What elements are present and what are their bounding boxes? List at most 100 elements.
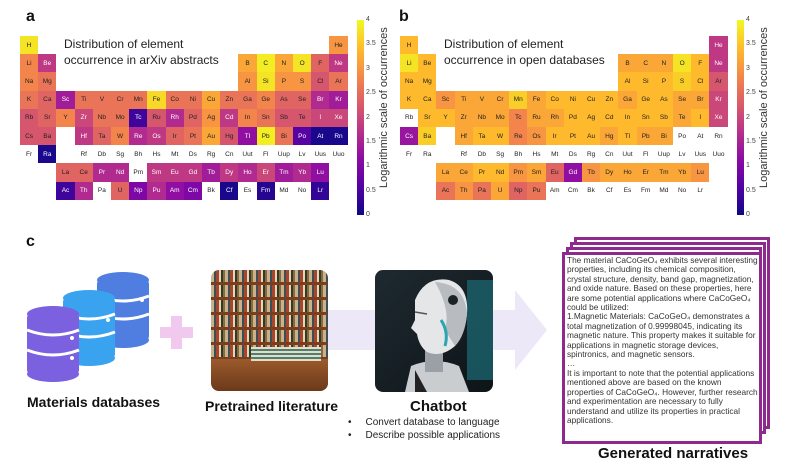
element-cell-os: Os [527, 127, 546, 146]
element-cell-sc: Sc [56, 90, 75, 109]
element-cell-rn: Rn [714, 132, 723, 140]
element-cell-pt: Pt [183, 127, 202, 146]
element-cell-es: Es [243, 187, 252, 195]
element-cell-ir: Ir [545, 127, 564, 146]
panel-a-title-line1: Distribution of element [64, 37, 184, 51]
element-cell-ac: Ac [56, 181, 75, 200]
panel-b-title: Distribution of element occurrence in op… [444, 36, 605, 68]
element-cell-zn: Zn [220, 90, 239, 109]
element-cell-rf: Rf [80, 150, 87, 158]
colorbar-a [357, 20, 364, 215]
element-cell-ti: Ti [74, 90, 93, 109]
element-cell-bh: Bh [514, 150, 523, 158]
element-cell-gd: Gd [563, 163, 582, 182]
element-cell-eu: Eu [165, 163, 184, 182]
element-cell-al: Al [618, 72, 637, 91]
element-cell-be: Be [38, 54, 57, 73]
element-cell-tl: Tl [238, 127, 257, 146]
element-cell-ga: Ga [618, 90, 637, 109]
element-cell-cu: Cu [582, 90, 601, 109]
element-cell-cs: Cs [20, 127, 39, 146]
element-cell-at: At [697, 132, 704, 140]
element-cell-ra: Ra [423, 150, 432, 158]
colorbar-tick: 3.5 [366, 40, 376, 48]
element-cell-ca: Ca [418, 90, 437, 109]
element-cell-ce: Ce [74, 163, 93, 182]
colorbar-tick: 0 [746, 211, 750, 218]
element-cell-cr: Cr [491, 90, 510, 109]
element-cell-ar: Ar [709, 72, 728, 91]
panel-a-title: Distribution of element occurrence in ar… [64, 36, 219, 68]
colorbar-b [737, 20, 744, 215]
colorbar-tick: 0.5 [366, 186, 376, 194]
element-cell-rg: Rg [586, 150, 596, 158]
element-cell-te: Te [293, 108, 312, 127]
element-cell-zn: Zn [600, 90, 619, 109]
element-cell-pr: Pr [92, 163, 111, 182]
element-cell-gd: Gd [183, 163, 202, 182]
element-cell-ac: Ac [436, 181, 455, 200]
element-cell-au: Au [582, 127, 601, 146]
element-cell-mt: Mt [551, 150, 559, 158]
chatbot-bullet-1: • Convert database to language [348, 417, 500, 428]
element-cell-k: K [400, 90, 419, 109]
colorbar-tick: 0.5 [746, 186, 756, 194]
element-cell-hf: Hf [74, 127, 93, 146]
element-cell-kr: Kr [329, 90, 348, 109]
element-cell-pu: Pu [147, 181, 166, 200]
databases-caption: Materials databases [27, 394, 161, 410]
element-cell-o: O [293, 54, 312, 73]
element-cell-ba: Ba [418, 127, 437, 146]
chatbot-caption: Chatbot [410, 398, 467, 415]
element-cell-uus: Uus [694, 150, 707, 158]
element-cell-rn: Rn [329, 127, 348, 146]
element-cell-la: La [436, 163, 455, 182]
element-cell-k: K [20, 90, 39, 109]
element-cell-ho: Ho [618, 163, 637, 182]
element-cell-th: Th [74, 181, 93, 200]
element-cell-np: Np [129, 181, 148, 200]
element-cell-li: Li [400, 54, 419, 73]
element-cell-i: I [691, 108, 710, 127]
element-cell-mo: Mo [111, 108, 130, 127]
element-cell-cn: Cn [225, 150, 234, 158]
panel-b-title-line2: occurrence in open databases [444, 53, 605, 67]
element-cell-u: U [491, 181, 510, 200]
element-cell-bi: Bi [274, 127, 293, 146]
chatbot-robot-image [375, 270, 493, 392]
element-cell-he: He [709, 36, 728, 55]
element-cell-uup: Uup [277, 150, 290, 158]
element-cell-he: He [329, 36, 348, 55]
element-cell-zr: Zr [74, 108, 93, 127]
element-cell-b: B [238, 54, 257, 73]
element-cell-co: Co [165, 90, 184, 109]
element-cell-sc: Sc [436, 90, 455, 109]
element-cell-pb: Pb [256, 127, 275, 146]
element-cell-cr: Cr [111, 90, 130, 109]
element-cell-si: Si [256, 72, 275, 91]
element-cell-rh: Rh [165, 108, 184, 127]
element-cell-f: F [691, 54, 710, 73]
colorbar-tick: 2 [746, 113, 750, 121]
element-cell-ge: Ge [256, 90, 275, 109]
colorbar-tick: 2.5 [746, 89, 756, 97]
element-cell-cu: Cu [202, 90, 221, 109]
element-cell-pb: Pb [636, 127, 655, 146]
element-cell-rh: Rh [545, 108, 564, 127]
element-cell-sb: Sb [654, 108, 673, 127]
element-cell-pt: Pt [563, 127, 582, 146]
colorbar-tick: 1.5 [366, 137, 376, 145]
narrative-paragraph-1: The material CaCoGeO₄ exhibits several i… [567, 255, 758, 313]
panel-b-title-line1: Distribution of element [444, 37, 564, 51]
element-cell-am: Am [549, 187, 560, 195]
element-cell-bi: Bi [654, 127, 673, 146]
element-cell-pr: Pr [472, 163, 491, 182]
element-cell-ra: Ra [38, 145, 57, 164]
colorbar-tick: 2.5 [366, 89, 376, 97]
element-cell-f: F [311, 54, 330, 73]
element-cell-s: S [293, 72, 312, 91]
narrative-text: The material CaCoGeO₄ exhibits several i… [567, 255, 759, 425]
element-cell-yb: Yb [673, 163, 692, 182]
element-cell-pa: Pa [472, 181, 491, 200]
element-cell-ir: Ir [165, 127, 184, 146]
